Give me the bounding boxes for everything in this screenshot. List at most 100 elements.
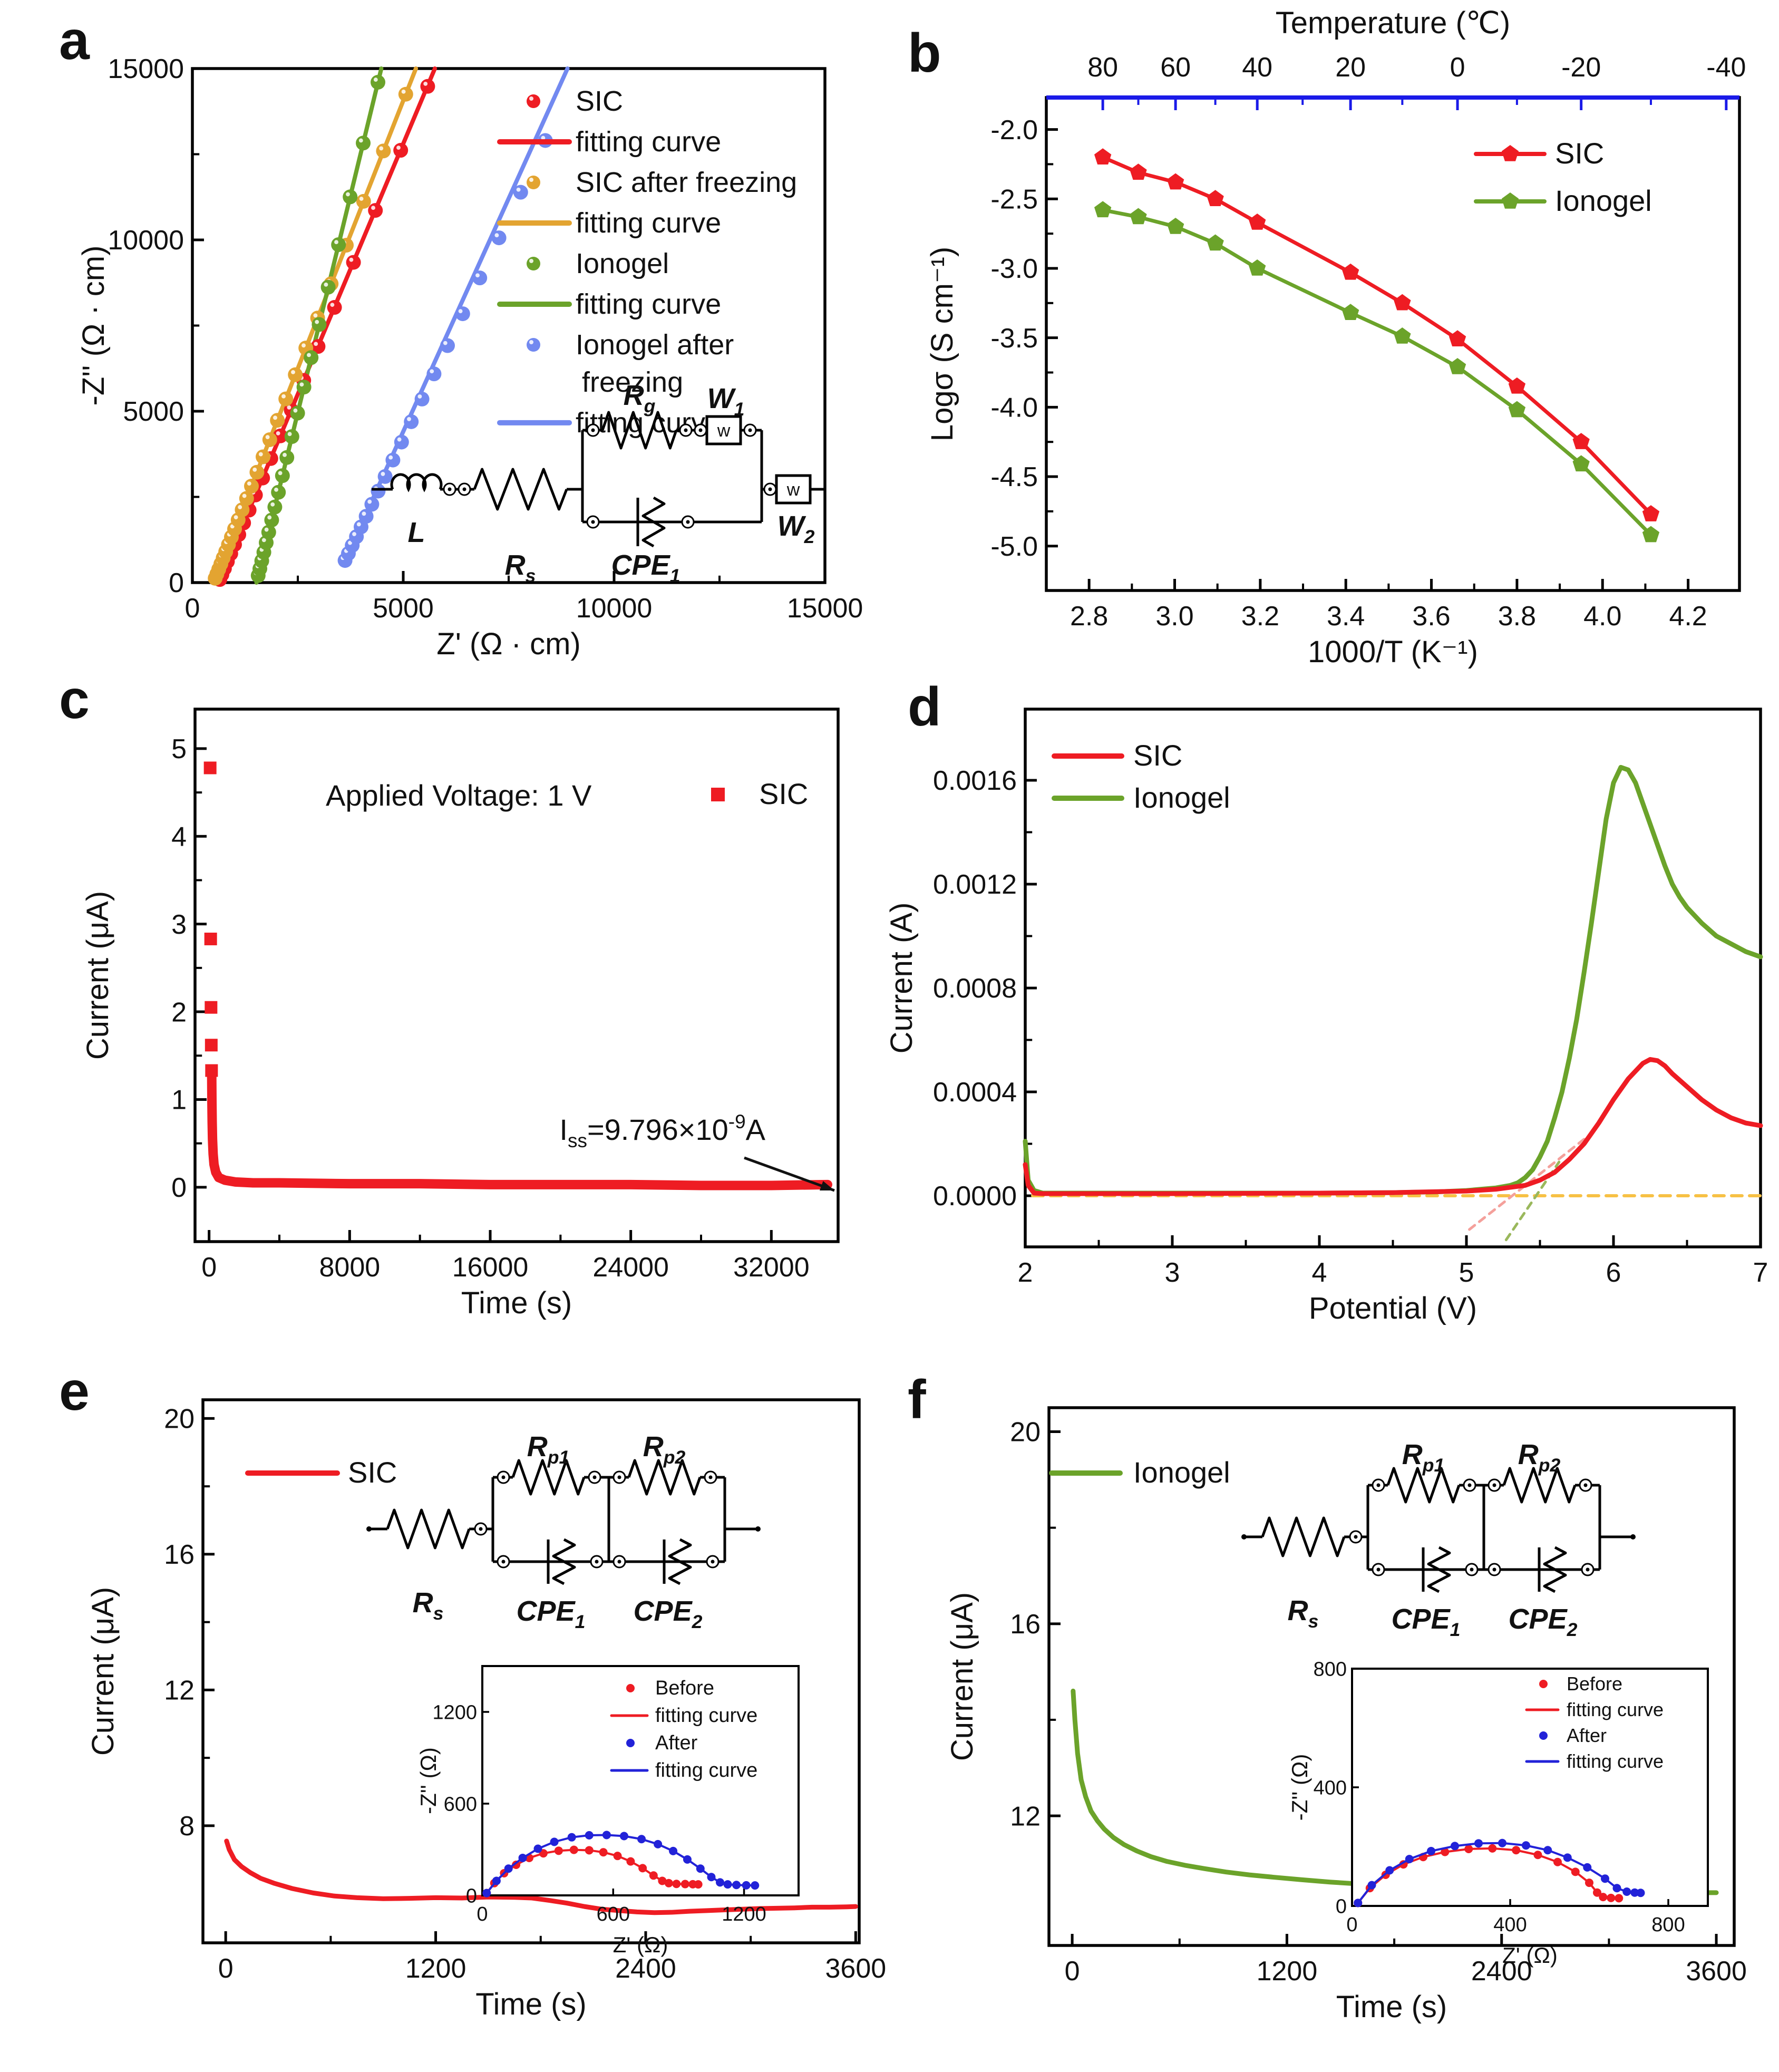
panel-a-x-axis: 0 5000 10000 15000	[185, 571, 863, 624]
svg-text:Potential (V): Potential (V)	[1309, 1291, 1477, 1325]
svg-text:CPE1: CPE1	[1392, 1603, 1461, 1640]
svg-text:2: 2	[1018, 1257, 1033, 1288]
svg-text:16: 16	[164, 1540, 195, 1570]
svg-text:-3.5: -3.5	[990, 323, 1038, 354]
svg-text:1200: 1200	[722, 1903, 766, 1925]
panel-f-circuit-diagram: Rs Rp1 Rp2 CPE1 CPE2	[1241, 1439, 1636, 1640]
svg-text:10000: 10000	[576, 593, 653, 624]
svg-text:fitting curve: fitting curve	[655, 1759, 757, 1781]
svg-text:16: 16	[1010, 1609, 1041, 1640]
svg-text:CPE2: CPE2	[1509, 1603, 1578, 1640]
svg-text:w: w	[786, 480, 800, 500]
panel-c-legend: SIC	[711, 777, 808, 810]
panel-f-nyquist-legend: Before fitting curve After fitting curve	[1525, 1673, 1664, 1772]
svg-text:Z' (Ω): Z' (Ω)	[1502, 1943, 1558, 1968]
panel-f-legend: Ionogel	[1049, 1456, 1230, 1489]
panel-a-series-ionogel-after-freezing-markers	[337, 133, 553, 568]
svg-text:3.4: 3.4	[1327, 601, 1365, 632]
svg-text:0.0004: 0.0004	[933, 1077, 1017, 1108]
svg-text:Ionogel: Ionogel	[576, 248, 669, 279]
panel-c-annotation	[744, 1156, 835, 1192]
svg-text:12: 12	[1010, 1801, 1041, 1832]
svg-text:0: 0	[466, 1885, 477, 1907]
svg-text:W1: W1	[707, 383, 745, 420]
panel-d-plot: 2 3 4 5 6 7 0.0000 0.0004 0.0008 0.0012 0.0016 Pote…	[884, 708, 1768, 1325]
panel-c-annotation: Iss​=9.796×10-9​A	[559, 1111, 765, 1151]
svg-text:freezing: freezing	[582, 366, 683, 398]
svg-text:5: 5	[1459, 1257, 1474, 1288]
panel-a-frame	[191, 67, 827, 584]
svg-text:400: 400	[1314, 1777, 1347, 1799]
svg-text:2: 2	[171, 997, 187, 1028]
svg-text:Current (μA): Current (μA)	[86, 1587, 120, 1756]
svg-text:L: L	[408, 517, 425, 548]
svg-text:0: 0	[169, 568, 184, 598]
svg-text:CPE1: CPE1	[517, 1595, 586, 1632]
svg-text:15000: 15000	[108, 54, 184, 84]
panel-e-circuit-diagram: Rs Rp1 Rp2 CPE1 CPE2	[366, 1431, 761, 1632]
panel-b-y-axis: -2.0 -2.5 -3.0 -3.5 -4.0 -4.5 -5.0	[990, 115, 1058, 562]
panel-e-series	[224, 1838, 858, 1915]
panel-b-legend: SIC Ionogel	[1474, 137, 1652, 217]
svg-text:Current (μA): Current (μA)	[81, 891, 115, 1060]
svg-text:fitting curve: fitting curve	[1567, 1699, 1664, 1720]
panel-e-nyquist-frame	[481, 1665, 800, 1896]
svg-text:Rp2: Rp2	[1518, 1439, 1561, 1476]
svg-text:-3.0: -3.0	[990, 254, 1038, 284]
panel-c-x-axis: 0 8000 16000 24000 32000	[201, 1230, 810, 1283]
svg-text:W2: W2	[777, 510, 815, 547]
svg-text:-Z'' (Ω): -Z'' (Ω)	[416, 1747, 441, 1814]
panel-d-series	[1023, 764, 1763, 1242]
svg-text:CPE2: CPE2	[634, 1595, 703, 1632]
svg-text:4: 4	[1312, 1257, 1327, 1288]
svg-text:10000: 10000	[108, 225, 184, 256]
panel-f-x-axis: 0 1200 2400 3600	[1065, 1934, 1747, 1987]
svg-text:8: 8	[179, 1811, 195, 1842]
panel-b-plot: 2.8 3.0 3.2 3.4 3.6 3.8 4.0 4.2 -2.0 -2.5 -3.0 -3.5…	[925, 6, 1746, 669]
svg-text:SIC: SIC	[348, 1456, 397, 1489]
panel-e-y-axis: 8 12 16 20	[164, 1404, 215, 1842]
svg-text:SIC: SIC	[1133, 739, 1182, 772]
svg-text:4.2: 4.2	[1669, 601, 1707, 632]
svg-text:16000: 16000	[452, 1252, 529, 1283]
svg-text:Before: Before	[655, 1677, 714, 1699]
panel-e-nyquist-series-after-markers	[482, 1831, 760, 1897]
svg-text:0.0000: 0.0000	[933, 1181, 1017, 1212]
svg-text:fitting curve: fitting curve	[655, 1705, 757, 1727]
svg-text:Rs: Rs	[505, 549, 536, 586]
svg-text:2400: 2400	[615, 1953, 676, 1984]
panel-f-nyquist-series-after-markers	[1354, 1838, 1645, 1908]
svg-text:fitting curve: fitting curve	[576, 288, 721, 320]
panel-e-nyquist-y-axis: 0 600 1200	[432, 1701, 489, 1907]
svg-text:2.8: 2.8	[1070, 601, 1108, 632]
svg-text:3: 3	[1165, 1257, 1180, 1288]
svg-text:-4.5: -4.5	[990, 462, 1038, 492]
svg-text:After: After	[655, 1732, 698, 1754]
svg-text:3: 3	[171, 909, 187, 940]
svg-text:-4.0: -4.0	[990, 393, 1038, 423]
panel-e-x-axis: 0 1200 2400 3600	[218, 1931, 887, 1984]
svg-text:Time (s): Time (s)	[475, 1987, 586, 2021]
svg-text:CPE1: CPE1	[611, 549, 681, 586]
svg-text:4: 4	[171, 821, 187, 852]
panel-d-legend: SIC Ionogel	[1052, 739, 1230, 814]
panel-e-nyquist-plot: 0 600 1200 0 600 1200 Z' (Ω) -Z'' (Ω) Before fitt…	[416, 1665, 800, 1957]
svg-text:0: 0	[201, 1252, 217, 1283]
svg-text:24000: 24000	[592, 1252, 669, 1283]
svg-text:400: 400	[1493, 1914, 1527, 1936]
svg-text:20: 20	[164, 1404, 195, 1435]
svg-text:fitting curve: fitting curve	[576, 126, 721, 158]
panel-c-annotation: Applied Voltage: 1 V	[326, 779, 592, 812]
svg-text:After: After	[1567, 1725, 1607, 1746]
svg-text:-40: -40	[1706, 52, 1746, 83]
panel-b-frame	[1045, 96, 1741, 592]
svg-text:fitting curve: fitting curve	[576, 207, 721, 239]
svg-text:1: 1	[171, 1085, 187, 1116]
svg-text:15000: 15000	[787, 593, 863, 624]
svg-text:40: 40	[1242, 52, 1272, 83]
svg-text:7: 7	[1753, 1257, 1768, 1288]
svg-text:3600: 3600	[825, 1953, 887, 1984]
panel-a-plot: 0 5000 10000 15000 0 5000 10000 15000 Z' (Ω · cm…	[76, 54, 863, 661]
